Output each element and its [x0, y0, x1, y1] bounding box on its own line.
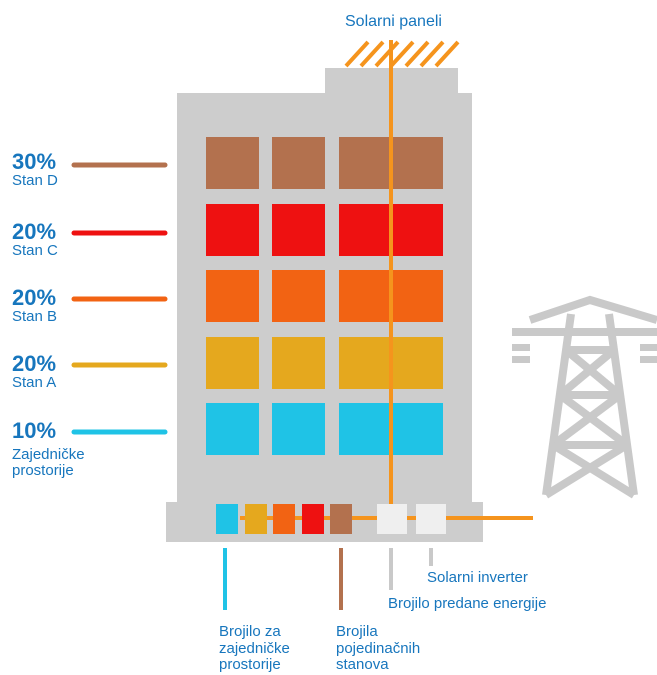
- share-label-stan-b: 20% Stan B: [12, 286, 57, 325]
- solar-panel-stripe: [344, 40, 370, 68]
- export-meter-caption: Brojilo predane energije: [388, 595, 547, 612]
- share-name: Stan D: [12, 172, 58, 190]
- solar-panel-stripe: [389, 40, 415, 68]
- window-zajednicke: [272, 403, 325, 455]
- meter-stan-c: [302, 504, 324, 534]
- share-percent: 20%: [12, 219, 57, 244]
- solar-panel-stripe: [359, 40, 385, 68]
- share-name: Stan C: [12, 242, 58, 260]
- power-pylon-icon: [512, 295, 657, 499]
- solar-panels-icon: [344, 40, 460, 68]
- apartment-meters-caption: Brojila pojedinačnih stanova: [336, 623, 421, 673]
- share-lines: [71, 162, 168, 435]
- share-label-stan-d: 30% Stan D: [12, 150, 58, 189]
- solar-panel-stripe: [374, 40, 400, 68]
- meter-zajednicke: [216, 504, 238, 534]
- share-label-stan-c: 20% Stan C: [12, 220, 58, 259]
- solar-panel-stripe: [419, 40, 445, 68]
- meter-stan-a: [245, 504, 267, 534]
- meter-export: [377, 504, 407, 534]
- window-stan-c: [272, 204, 325, 256]
- solar-panel-stripe: [434, 40, 460, 68]
- solar-panel-stripe: [404, 40, 430, 68]
- window-stan-c: [206, 204, 259, 256]
- share-percent: 20%: [12, 351, 57, 376]
- meters: [216, 504, 446, 534]
- share-name: Zajedničke prostorije: [12, 446, 85, 479]
- solar-panels-label: Solarni paneli: [345, 13, 442, 30]
- common-meter-caption: Brojilo za zajedničke prostorije: [219, 623, 290, 673]
- share-label-zajednicke: 10% Zajedničke prostorije: [12, 419, 85, 479]
- window-stan-a: [272, 337, 325, 389]
- meter-stan-b: [273, 504, 295, 534]
- share-name: Stan B: [12, 308, 58, 326]
- window-stan-b: [272, 270, 325, 322]
- solar-inverter-caption: Solarni inverter: [427, 569, 528, 586]
- share-percent: 20%: [12, 285, 57, 310]
- window-stan-d: [272, 137, 325, 189]
- share-percent: 10%: [12, 418, 57, 443]
- meter-inverter: [416, 504, 446, 534]
- window-stan-b: [206, 270, 259, 322]
- apartment-windows: [206, 137, 443, 455]
- share-name: Stan A: [12, 374, 57, 392]
- share-label-stan-a: 20% Stan A: [12, 352, 56, 391]
- window-stan-a: [206, 337, 259, 389]
- meter-stan-d: [330, 504, 352, 534]
- window-stan-d: [206, 137, 259, 189]
- pylon-insulators: [512, 344, 657, 363]
- share-percent: 30%: [12, 149, 57, 174]
- window-zajednicke: [206, 403, 259, 455]
